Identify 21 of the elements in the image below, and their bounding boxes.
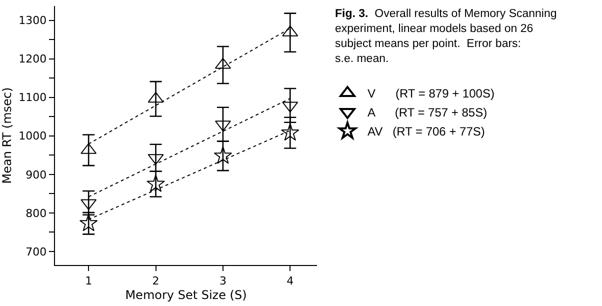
x-tick-label: 2	[152, 274, 160, 288]
x-tick-label: 4	[286, 274, 294, 288]
x-axis-title: Memory Set Size (S)	[125, 288, 247, 302]
legend-label: V (RT = 879 + 100S)	[367, 86, 494, 101]
y-tick-label: 1100	[18, 91, 47, 104]
point	[214, 146, 232, 164]
legend-label: A (RT = 757 + 85S)	[367, 106, 488, 120]
x-tick-label: 1	[85, 274, 92, 288]
point	[146, 174, 165, 192]
y-tick-label: 700	[26, 245, 47, 258]
point	[79, 214, 98, 232]
y-tick-label: 900	[26, 168, 47, 182]
x-tick-label: 3	[219, 274, 226, 288]
text: Fig. 3.	[335, 8, 368, 20]
legend-label: AV (RT = 706 + 77S)	[367, 124, 485, 139]
y-tick-label: 1200	[18, 52, 47, 66]
y-axis-title: Mean RT (msec)	[0, 87, 14, 184]
y-tick-label: 1300	[18, 14, 47, 28]
point	[280, 123, 300, 141]
y-tick-label: 1000	[18, 130, 47, 143]
y-tick-label: 800	[26, 206, 47, 220]
